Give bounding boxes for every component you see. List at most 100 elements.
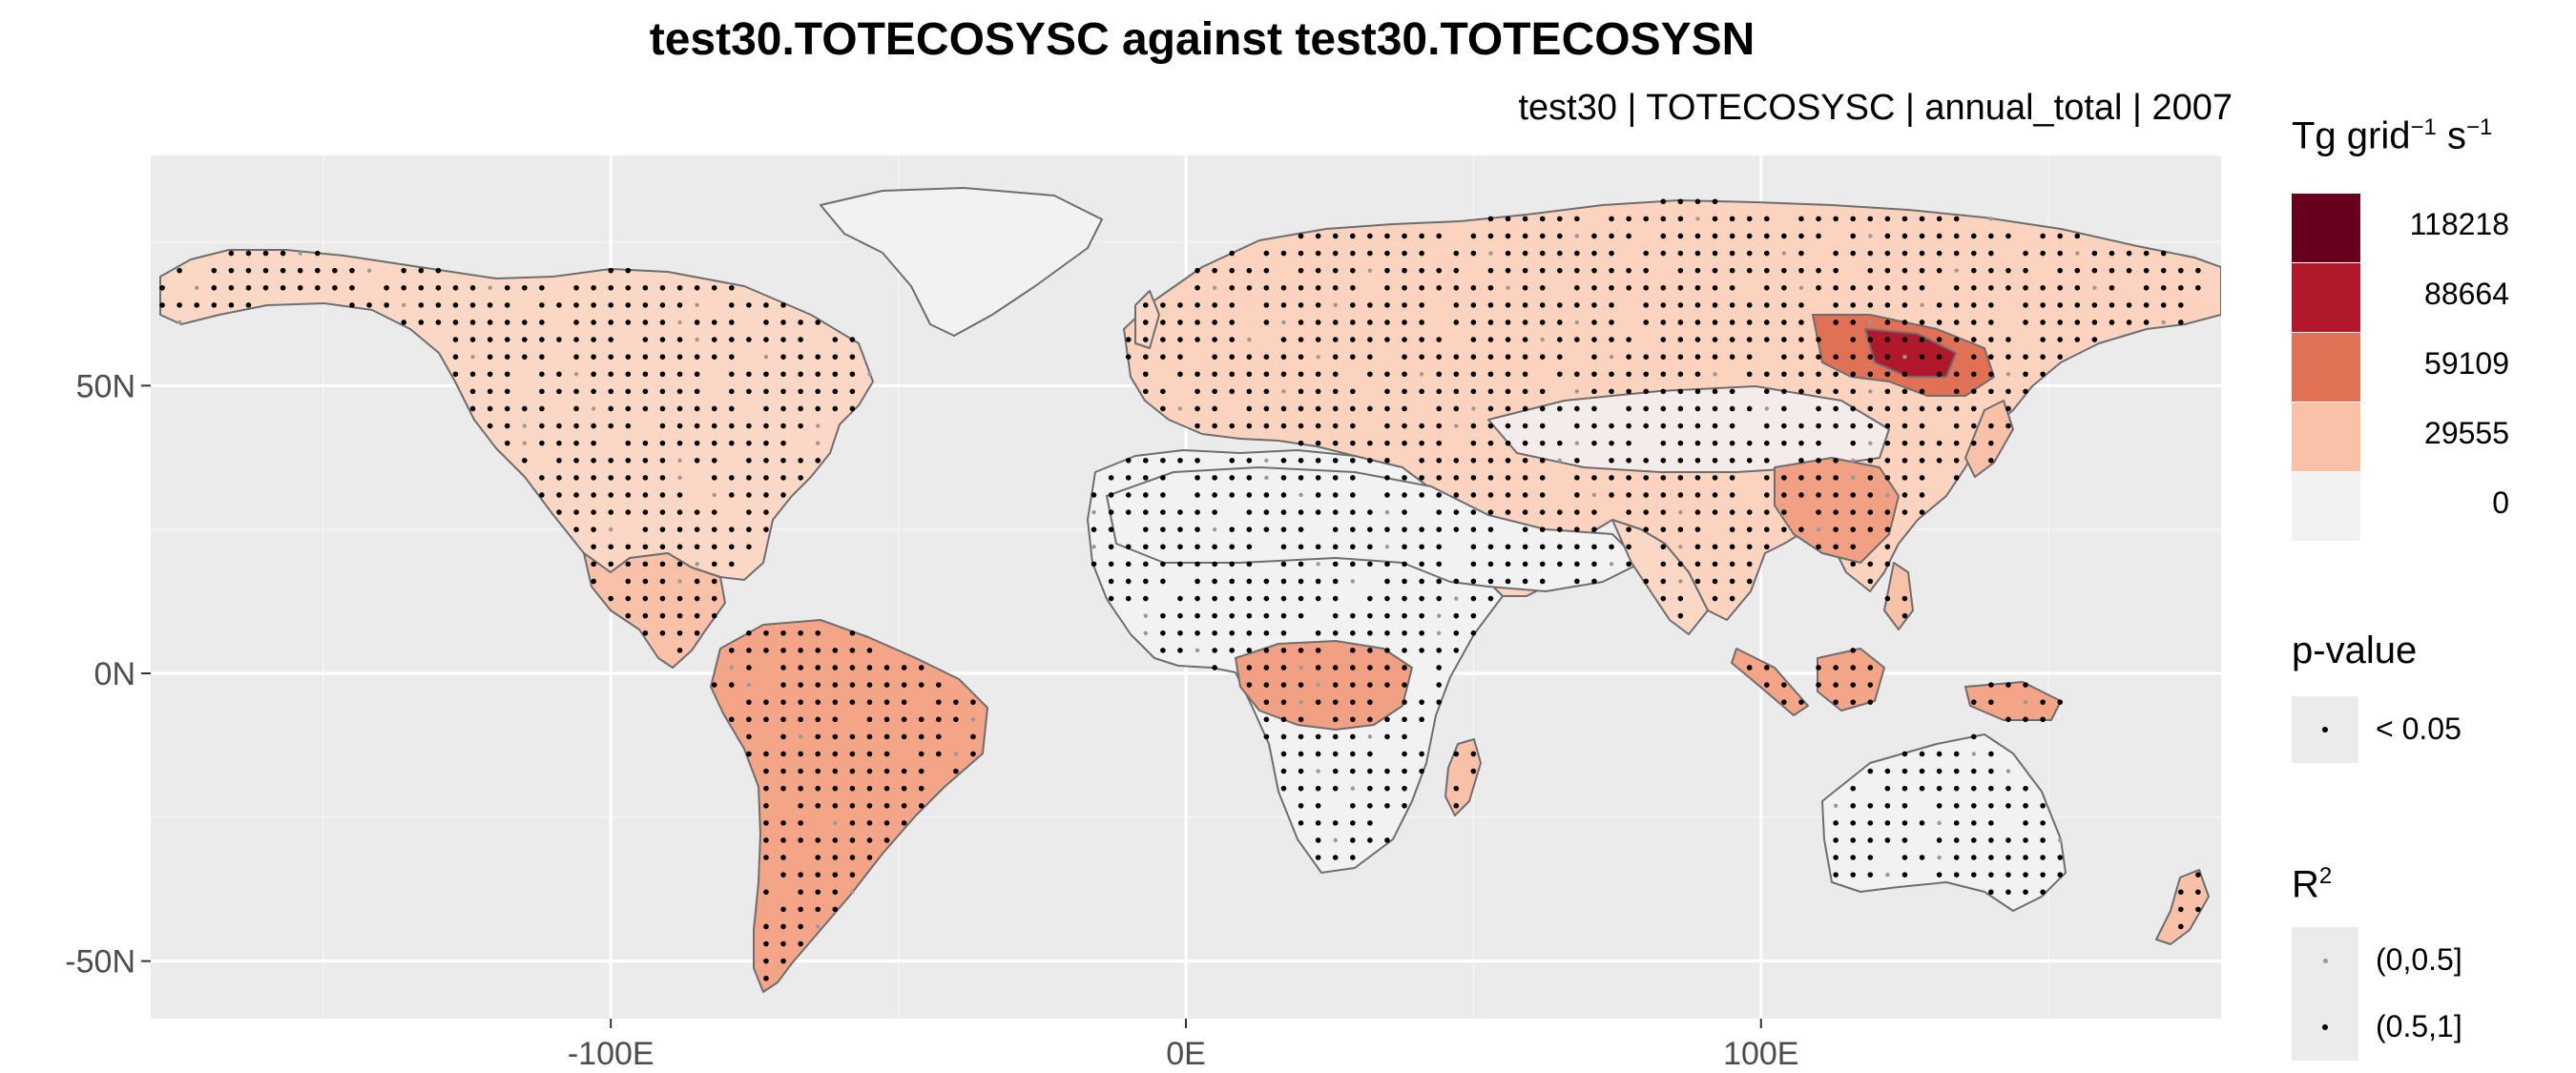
- significance-dot: [1470, 509, 1477, 515]
- significance-dot: [1298, 302, 1304, 308]
- significance-dot: [1816, 284, 1821, 291]
- significance-dot: [1350, 337, 1356, 342]
- significance-dot: [1402, 337, 1407, 342]
- significance-dot: [1316, 562, 1320, 567]
- significance-dot: [1246, 595, 1253, 602]
- significance-dot: [763, 388, 769, 395]
- significance-dot: [573, 405, 579, 412]
- significance-dot: [1384, 509, 1390, 515]
- significance-dot: [936, 733, 942, 740]
- significance-dot: [832, 716, 839, 723]
- significance-dot: [1402, 595, 1407, 602]
- significance-dot: [1574, 337, 1580, 342]
- significance-dot: [2023, 302, 2028, 308]
- significance-dot: [659, 284, 666, 291]
- significance-dot: [1643, 423, 1650, 429]
- significance-dot: [1506, 285, 1510, 290]
- significance-dot: [1919, 855, 1925, 860]
- significance-dot: [1971, 405, 1977, 412]
- fill-legend-swatch: [2292, 194, 2360, 262]
- significance-dot: [832, 337, 839, 342]
- significance-dot: [1850, 665, 1857, 671]
- significance-dot: [1971, 768, 1977, 774]
- significance-dot: [763, 889, 769, 896]
- significance-dot: [729, 492, 735, 498]
- significance-dot: [2005, 889, 2011, 896]
- significance-dot: [1539, 320, 1546, 325]
- significance-dot: [1384, 475, 1390, 481]
- significance-dot: [1315, 267, 1321, 274]
- significance-dot: [1729, 320, 1735, 325]
- significance-dot: [746, 492, 752, 498]
- significance-dot: [1419, 284, 1424, 291]
- significance-dot: [2057, 699, 2064, 705]
- significance-dot: [1867, 802, 1874, 809]
- significance-dot: [418, 302, 425, 308]
- significance-dot: [798, 648, 803, 653]
- significance-dot: [1298, 475, 1304, 481]
- significance-dot: [1350, 457, 1356, 464]
- significance-dot: [1487, 440, 1494, 446]
- significance-dot: [245, 284, 252, 291]
- significance-dot: [1850, 405, 1857, 412]
- significance-dot: [1246, 388, 1253, 395]
- significance-dot: [1833, 855, 1839, 860]
- significance-dot: [918, 716, 924, 723]
- significance-dot: [2195, 872, 2201, 877]
- significance-dot: [1470, 629, 1477, 636]
- significance-dot: [798, 940, 803, 947]
- significance-dot: [1384, 595, 1390, 602]
- significance-dot: [1833, 682, 1839, 688]
- significance-dot: [556, 337, 562, 342]
- significance-dot: [1781, 509, 1787, 515]
- significance-dot: [177, 320, 182, 325]
- significance-dot: [1177, 320, 1183, 325]
- significance-dot: [1522, 233, 1528, 239]
- significance-dot: [1505, 354, 1511, 360]
- significance-dot: [591, 371, 596, 378]
- significance-dot: [883, 682, 890, 688]
- significance-dot: [1522, 388, 1528, 395]
- significance-dot: [746, 716, 752, 723]
- significance-dot: [1436, 284, 1443, 291]
- significance-dot: [659, 561, 666, 567]
- significance-dot: [1367, 302, 1373, 308]
- y-tick-label: 0N: [94, 656, 135, 692]
- significance-dot: [1315, 388, 1321, 395]
- significance-dot: [228, 284, 235, 291]
- significance-dot: [815, 733, 821, 740]
- significance-dot: [1781, 682, 1787, 688]
- significance-dot: [816, 441, 821, 445]
- significance-dot: [1677, 284, 1684, 291]
- significance-dot: [694, 612, 700, 619]
- significance-dot: [211, 267, 218, 274]
- significance-dot: [867, 372, 872, 377]
- significance-dot: [573, 475, 579, 481]
- significance-dot: [1694, 492, 1701, 498]
- significance-dot: [763, 768, 769, 774]
- significance-dot: [1143, 371, 1149, 378]
- significance-dot: [573, 320, 579, 325]
- significance-dot: [487, 320, 493, 325]
- significance-dot: [1660, 250, 1667, 257]
- significance-dot: [1609, 250, 1614, 257]
- significance-dot: [1660, 526, 1667, 532]
- significance-dot: [418, 320, 425, 325]
- significance-dot: [1712, 302, 1718, 308]
- significance-dot: [1953, 320, 1960, 325]
- significance-dot: [1298, 457, 1304, 464]
- significance-dot: [1867, 423, 1874, 429]
- significance-dot: [1936, 216, 1942, 222]
- significance-dot: [1798, 267, 1804, 274]
- significance-dot: [1315, 457, 1321, 464]
- significance-dot: [1419, 302, 1424, 308]
- significance-dot: [1108, 561, 1114, 567]
- significance-dot: [2126, 302, 2132, 308]
- significance-dot: [1712, 250, 1718, 257]
- significance-dot: [1694, 526, 1701, 532]
- significance-dot: [1436, 457, 1443, 464]
- significance-dot: [2040, 699, 2046, 705]
- significance-dot: [1125, 595, 1132, 602]
- significance-dot: [1212, 595, 1217, 602]
- significance-dot: [2075, 251, 2080, 256]
